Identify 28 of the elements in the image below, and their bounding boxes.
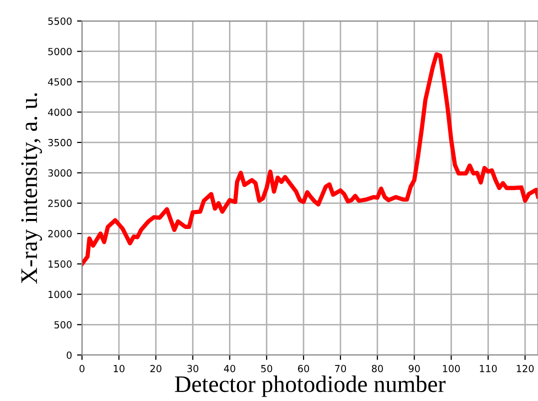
line-series: [82, 52, 538, 266]
x-tick-label: 120: [516, 364, 534, 372]
y-axis-title: X-ray intensity, a. u.: [21, 93, 42, 284]
y-tick-label: 2500: [48, 200, 72, 208]
x-tick-label: 0: [80, 364, 84, 372]
y-tick-label: 1500: [48, 260, 72, 268]
y-tick-label: 4500: [48, 78, 72, 86]
x-tick-label: 110: [480, 364, 497, 372]
x-tick-label: 10: [114, 364, 124, 372]
x-tick-label: 40: [224, 364, 236, 372]
x-axis-title: Detector photodiode number: [174, 376, 446, 397]
y-tick-label: 5500: [48, 17, 72, 25]
y-tick-label: 500: [54, 321, 72, 328]
x-tick-label: 20: [150, 364, 162, 372]
y-tick-label: 3500: [48, 138, 72, 146]
x-tick-label: 50: [261, 364, 272, 372]
x-tick-label: 80: [372, 364, 383, 372]
y-tick-label: 4000: [48, 108, 72, 116]
y-tick-label: 3000: [48, 169, 72, 177]
x-tick-label: 60: [298, 364, 310, 372]
x-tick-label: 30: [187, 364, 198, 372]
y-tick-label: 2000: [48, 230, 72, 238]
x-tick-label: 100: [443, 364, 460, 372]
x-tick-label: 70: [335, 364, 346, 372]
y-tick-label: 0: [66, 351, 72, 359]
y-tick-label: 5000: [48, 48, 72, 56]
y-tick-label: 1000: [48, 290, 72, 298]
x-tick-label: 90: [408, 364, 420, 372]
